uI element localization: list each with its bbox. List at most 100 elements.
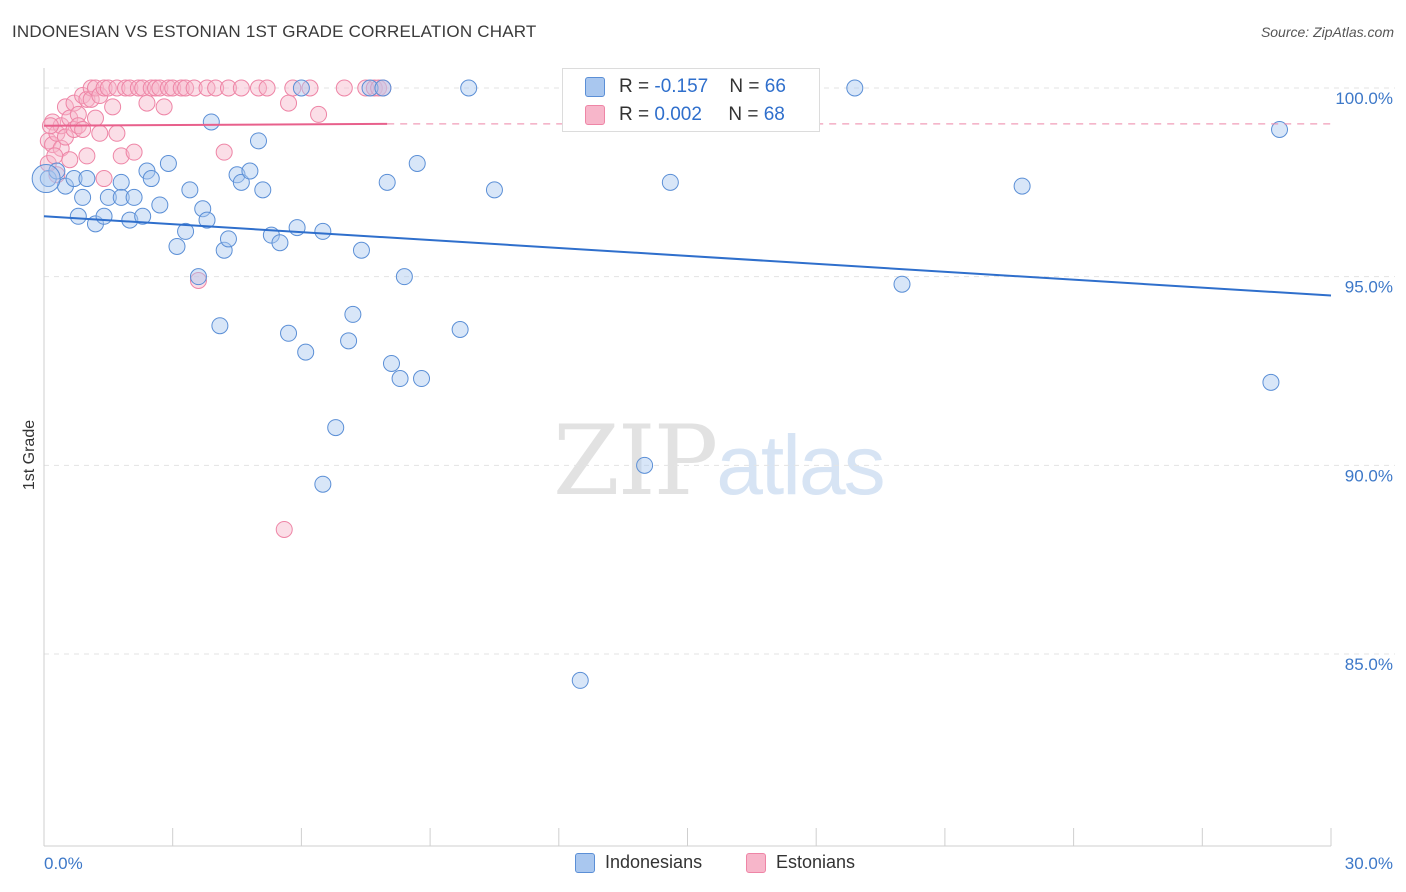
point-indonesians xyxy=(340,332,358,350)
y-axis-label: 1st Grade xyxy=(21,420,38,490)
x-tick-label: 30.0% xyxy=(1345,854,1393,873)
point-estonians xyxy=(142,79,160,97)
point-estonians xyxy=(108,79,126,97)
point-estonians xyxy=(357,79,375,97)
point-estonians xyxy=(335,79,353,97)
point-indonesians xyxy=(125,188,143,206)
point-estonians xyxy=(232,79,250,97)
point-estonians xyxy=(147,79,165,97)
correlation-legend: R = -0.157 N = 66 R = 0.002 N = 68 xyxy=(562,68,820,132)
point-indonesians xyxy=(636,456,654,474)
point-estonians xyxy=(104,98,122,116)
point-estonians xyxy=(46,147,64,165)
point-estonians xyxy=(95,170,113,188)
legend-swatch-indonesians xyxy=(585,77,605,97)
point-indonesians xyxy=(159,154,177,172)
point-indonesians xyxy=(661,173,679,191)
point-indonesians xyxy=(292,79,310,97)
point-indonesians xyxy=(194,200,212,218)
point-estonians xyxy=(56,98,74,116)
point-indonesians xyxy=(1013,177,1031,195)
point-estonians xyxy=(215,143,233,161)
point-indonesians xyxy=(893,275,911,293)
point-estonians xyxy=(301,79,319,97)
trend-lines xyxy=(43,122,1332,297)
point-indonesians xyxy=(254,181,272,199)
point-indonesians xyxy=(382,354,400,372)
point-estonians xyxy=(370,79,388,97)
point-estonians xyxy=(91,124,109,142)
point-indonesians xyxy=(121,211,139,229)
point-estonians xyxy=(82,90,100,108)
point-indonesians xyxy=(48,162,66,180)
point-indonesians xyxy=(112,188,130,206)
legend-text-estonians: R = 0.002 N = 68 xyxy=(619,104,785,125)
point-estonians xyxy=(117,79,135,97)
legend-swatch-estonians xyxy=(585,105,605,125)
point-indonesians xyxy=(408,154,426,172)
point-indonesians xyxy=(99,188,117,206)
point-estonians xyxy=(74,121,92,139)
point-indonesians xyxy=(177,222,195,240)
point-indonesians xyxy=(142,170,160,188)
y-tick-label: 100.0% xyxy=(1335,89,1393,108)
point-estonians xyxy=(250,79,267,97)
y-tick-label: 85.0% xyxy=(1345,655,1393,674)
legend-label-indonesians: Indonesians xyxy=(605,852,703,872)
y-tick-label: 95.0% xyxy=(1345,278,1393,297)
point-estonians xyxy=(219,79,237,97)
point-estonians xyxy=(99,79,117,97)
point-estonians xyxy=(310,105,328,123)
legend-swatch-indonesians xyxy=(575,853,595,873)
point-estonians xyxy=(108,124,126,142)
point-estonians xyxy=(185,79,203,97)
point-estonians xyxy=(365,79,383,97)
point-indonesians xyxy=(1262,373,1280,391)
point-estonians xyxy=(61,151,79,169)
point-estonians xyxy=(275,520,293,538)
point-estonians xyxy=(164,79,182,97)
point-estonians xyxy=(284,79,302,97)
point-indonesians xyxy=(395,268,413,286)
trend-line-indonesians xyxy=(43,215,1332,297)
point-estonians xyxy=(207,79,225,97)
point-indonesians xyxy=(241,162,259,180)
point-indonesians xyxy=(168,237,186,255)
legend-text-indonesians: R = -0.157 N = 66 xyxy=(619,76,786,97)
point-indonesians xyxy=(198,211,216,229)
point-indonesians xyxy=(181,181,199,199)
tick-labels: 85.0% 90.0% 95.0% 100.0% 0.0% 30.0% 1st Grade xyxy=(21,89,1393,873)
series-legend: Indonesians Estonians xyxy=(0,852,1406,878)
point-indonesians xyxy=(391,370,409,388)
point-estonians xyxy=(258,79,276,97)
point-estonians xyxy=(78,90,96,108)
legend-row-estonians: R = 0.002 N = 68 xyxy=(563,101,819,129)
point-estonians xyxy=(86,109,104,127)
point-estonians xyxy=(189,271,207,289)
axes xyxy=(43,68,1332,847)
legend-row-indonesians: R = -0.157 N = 66 xyxy=(563,73,819,101)
point-estonians xyxy=(138,94,156,112)
series-indonesians xyxy=(31,79,1289,689)
point-indonesians xyxy=(151,196,169,214)
chart-title: INDONESIAN VS ESTONIAN 1ST GRADE CORRELA… xyxy=(12,22,537,41)
point-indonesians xyxy=(846,79,864,97)
point-estonians xyxy=(177,79,195,97)
point-indonesians xyxy=(571,671,589,689)
point-indonesians xyxy=(271,234,289,252)
point-indonesians xyxy=(378,173,396,191)
point-estonians xyxy=(151,79,169,97)
point-indonesians xyxy=(232,173,250,191)
point-estonians xyxy=(48,166,66,184)
point-estonians xyxy=(78,147,96,165)
point-estonians xyxy=(159,79,177,97)
point-indonesians xyxy=(451,320,469,338)
point-indonesians xyxy=(211,317,229,335)
point-indonesians xyxy=(95,207,113,225)
point-indonesians xyxy=(314,475,332,493)
point-indonesians xyxy=(31,164,61,194)
point-indonesians xyxy=(69,207,87,225)
point-indonesians xyxy=(361,79,379,97)
point-indonesians xyxy=(215,241,233,259)
